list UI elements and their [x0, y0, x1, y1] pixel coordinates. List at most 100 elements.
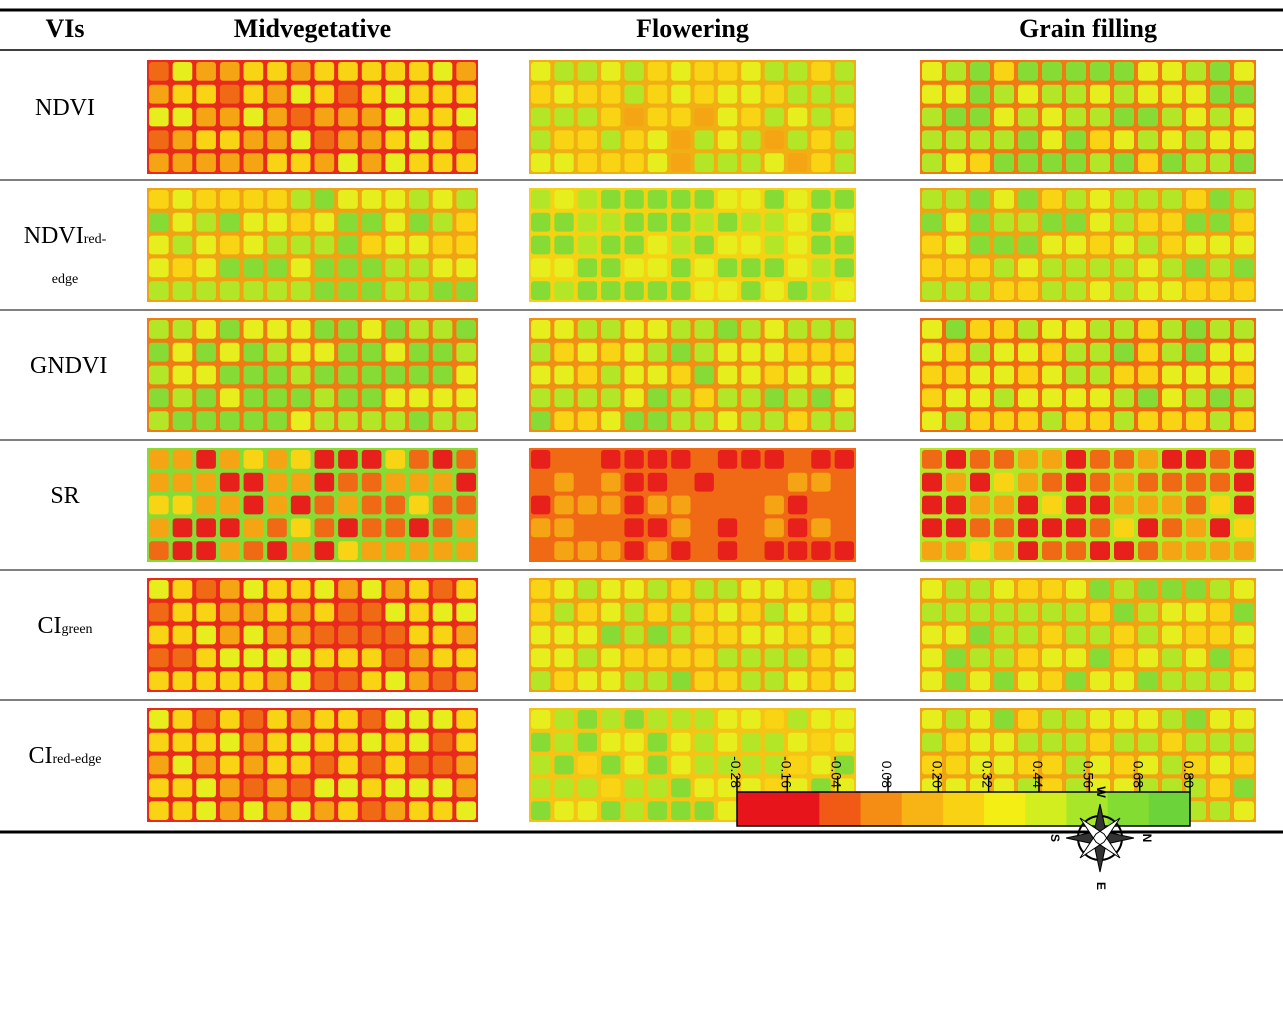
plot [1186, 603, 1206, 622]
plot [741, 473, 760, 492]
plot [1138, 190, 1158, 209]
plot [291, 580, 311, 599]
plot [1066, 626, 1086, 645]
plot [362, 320, 382, 339]
plot [196, 236, 216, 255]
plot [1090, 473, 1110, 492]
plot [315, 580, 335, 599]
plot [994, 756, 1014, 775]
plot [1210, 756, 1230, 775]
plot [835, 580, 854, 599]
plot [220, 213, 240, 232]
plot [409, 320, 429, 339]
plot [409, 343, 429, 362]
colorbar-tick-label: -0.04 [829, 756, 845, 788]
plot [601, 778, 620, 797]
plot [338, 258, 358, 277]
plot [173, 236, 193, 255]
plot [531, 130, 550, 149]
plot [1234, 733, 1254, 752]
plot [362, 130, 382, 149]
plot [433, 281, 453, 300]
plot [718, 366, 737, 385]
plot [994, 518, 1014, 537]
plot [362, 108, 382, 127]
vi-map [920, 188, 1256, 302]
plot [291, 236, 311, 255]
plot [648, 411, 667, 430]
plot [409, 710, 429, 729]
plot [922, 518, 942, 537]
row-label-main: NDVI [35, 95, 95, 121]
plot [970, 258, 990, 277]
plot [624, 450, 643, 469]
plot [601, 450, 620, 469]
plot [531, 518, 550, 537]
plot [433, 190, 453, 209]
plot [835, 108, 854, 127]
plot [315, 778, 335, 797]
plot [267, 710, 287, 729]
plot [433, 756, 453, 775]
plot [267, 108, 287, 127]
plot [244, 541, 264, 560]
plot [695, 130, 714, 149]
plot [409, 153, 429, 172]
plot [922, 603, 942, 622]
row-label-main: CI [37, 613, 61, 639]
plot [1042, 258, 1062, 277]
plot [385, 190, 405, 209]
plot [648, 366, 667, 385]
plot [149, 366, 169, 385]
plot [648, 541, 667, 560]
plot [970, 153, 990, 172]
plot [695, 320, 714, 339]
plot [149, 236, 169, 255]
plot [291, 153, 311, 172]
plot [1234, 236, 1254, 255]
plot [922, 85, 942, 104]
plot [946, 320, 966, 339]
row-label: SR [10, 478, 120, 514]
plot [1234, 130, 1254, 149]
plot [1114, 671, 1134, 690]
plot [578, 190, 597, 209]
plot [244, 130, 264, 149]
plot [922, 108, 942, 127]
plot [1234, 190, 1254, 209]
plot [244, 710, 264, 729]
plot [433, 473, 453, 492]
plot [741, 190, 760, 209]
plot [1234, 388, 1254, 407]
plot [695, 85, 714, 104]
plot [718, 626, 737, 645]
plot [578, 518, 597, 537]
plot [291, 473, 311, 492]
plot [173, 518, 193, 537]
plot [531, 626, 550, 645]
plot [765, 281, 784, 300]
plot [1090, 281, 1110, 300]
plot [648, 580, 667, 599]
plot [970, 281, 990, 300]
plot [1090, 153, 1110, 172]
plot [994, 648, 1014, 667]
plot [554, 213, 573, 232]
plot [1114, 733, 1134, 752]
plot [835, 626, 854, 645]
plot [811, 603, 830, 622]
plot [385, 648, 405, 667]
plot [741, 450, 760, 469]
plot [970, 366, 990, 385]
plot [149, 85, 169, 104]
plot [196, 733, 216, 752]
colorbar-swatch [984, 792, 1026, 826]
plot [922, 733, 942, 752]
plot [970, 541, 990, 560]
plot [601, 366, 620, 385]
plot [385, 473, 405, 492]
plot [718, 343, 737, 362]
plot [1042, 62, 1062, 81]
plot [196, 320, 216, 339]
plot [695, 801, 714, 820]
